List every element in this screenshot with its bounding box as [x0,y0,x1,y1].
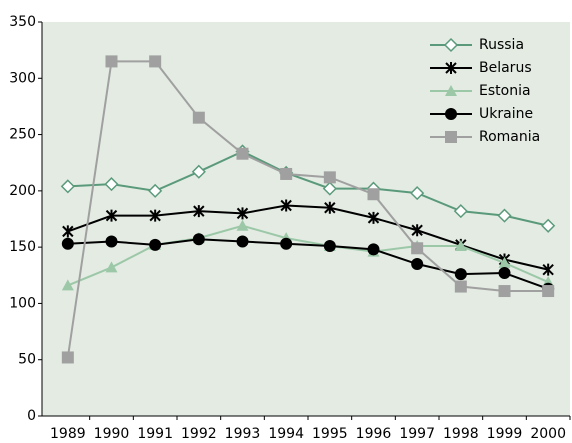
plot-area [42,22,570,416]
series-marker [61,237,74,250]
series-marker [411,224,423,237]
series-marker [454,240,467,252]
y-tick-label: 50 [18,352,36,368]
series-marker [542,285,555,298]
x-tick-label: 1997 [399,426,435,442]
series-marker [192,233,205,246]
series-marker [324,201,336,214]
series-marker [105,55,118,68]
series-marker [149,238,162,251]
x-tick-label: 1996 [356,426,392,442]
series-line [67,238,549,290]
series-marker [367,243,380,256]
series-marker [410,186,425,201]
x-tick-label: 1992 [181,426,217,442]
series-marker [236,235,249,248]
series-marker [61,279,74,291]
series-marker [149,209,161,222]
series-marker [105,235,118,248]
legend-label: Estonia [479,83,531,99]
series-marker [323,171,336,184]
x-tick-label: 1990 [94,426,130,442]
y-tick-label: 150 [9,239,36,255]
series-marker [236,219,249,231]
series-marker [105,261,118,273]
series-marker [323,240,336,253]
x-tick-label: 1993 [225,426,261,442]
legend-label: Russia [479,37,524,53]
x-tick-label: 2000 [530,426,566,442]
y-tick-label: 0 [27,408,36,424]
series-marker [454,268,467,281]
series-marker [542,263,554,276]
series-marker [104,177,119,192]
x-tick-label: 1991 [137,426,173,442]
series-line [67,150,549,227]
legend-label: Romania [479,129,540,145]
y-tick-label: 200 [9,183,36,199]
series-marker [149,55,162,68]
y-tick-label: 300 [9,70,36,86]
x-tick-label: 1998 [443,426,479,442]
series-marker [322,181,337,196]
series-marker [411,258,424,271]
series-marker [61,351,74,364]
series-marker [193,205,205,218]
series-marker [541,218,556,233]
x-tick-label: 1995 [312,426,348,442]
x-tick-label: 1994 [268,426,304,442]
series-marker [498,267,511,280]
legend-marker [443,37,459,53]
series-marker [498,285,511,298]
legend-label: Ukraine [479,106,533,122]
series-marker [192,111,205,124]
series-marker [280,199,292,212]
series-line [67,204,549,271]
series-marker [498,256,511,268]
series-marker [367,211,380,224]
series-line [66,60,549,358]
series-marker [191,164,206,179]
series-marker [60,179,75,194]
series-marker [411,242,424,255]
legend-label: Belarus [479,60,532,76]
series-marker [236,147,249,160]
x-tick-label: 1989 [50,426,86,442]
legend-marker [445,85,457,96]
series-marker [280,237,293,250]
series-line [67,224,549,287]
y-tick-label: 100 [9,295,36,311]
legend-marker [445,108,457,120]
y-tick-label: 350 [9,14,36,30]
series-marker [148,183,163,198]
series-marker [236,207,249,220]
series-marker [497,208,512,223]
series-marker [367,188,380,201]
legend-marker [445,131,457,143]
series-marker [105,209,118,222]
legend-marker [445,62,457,74]
series-marker [453,204,468,219]
series-marker [280,167,293,180]
x-tick-label: 1999 [487,426,523,442]
y-tick-label: 250 [9,127,36,143]
series-marker [454,280,467,293]
series-marker [62,225,74,238]
